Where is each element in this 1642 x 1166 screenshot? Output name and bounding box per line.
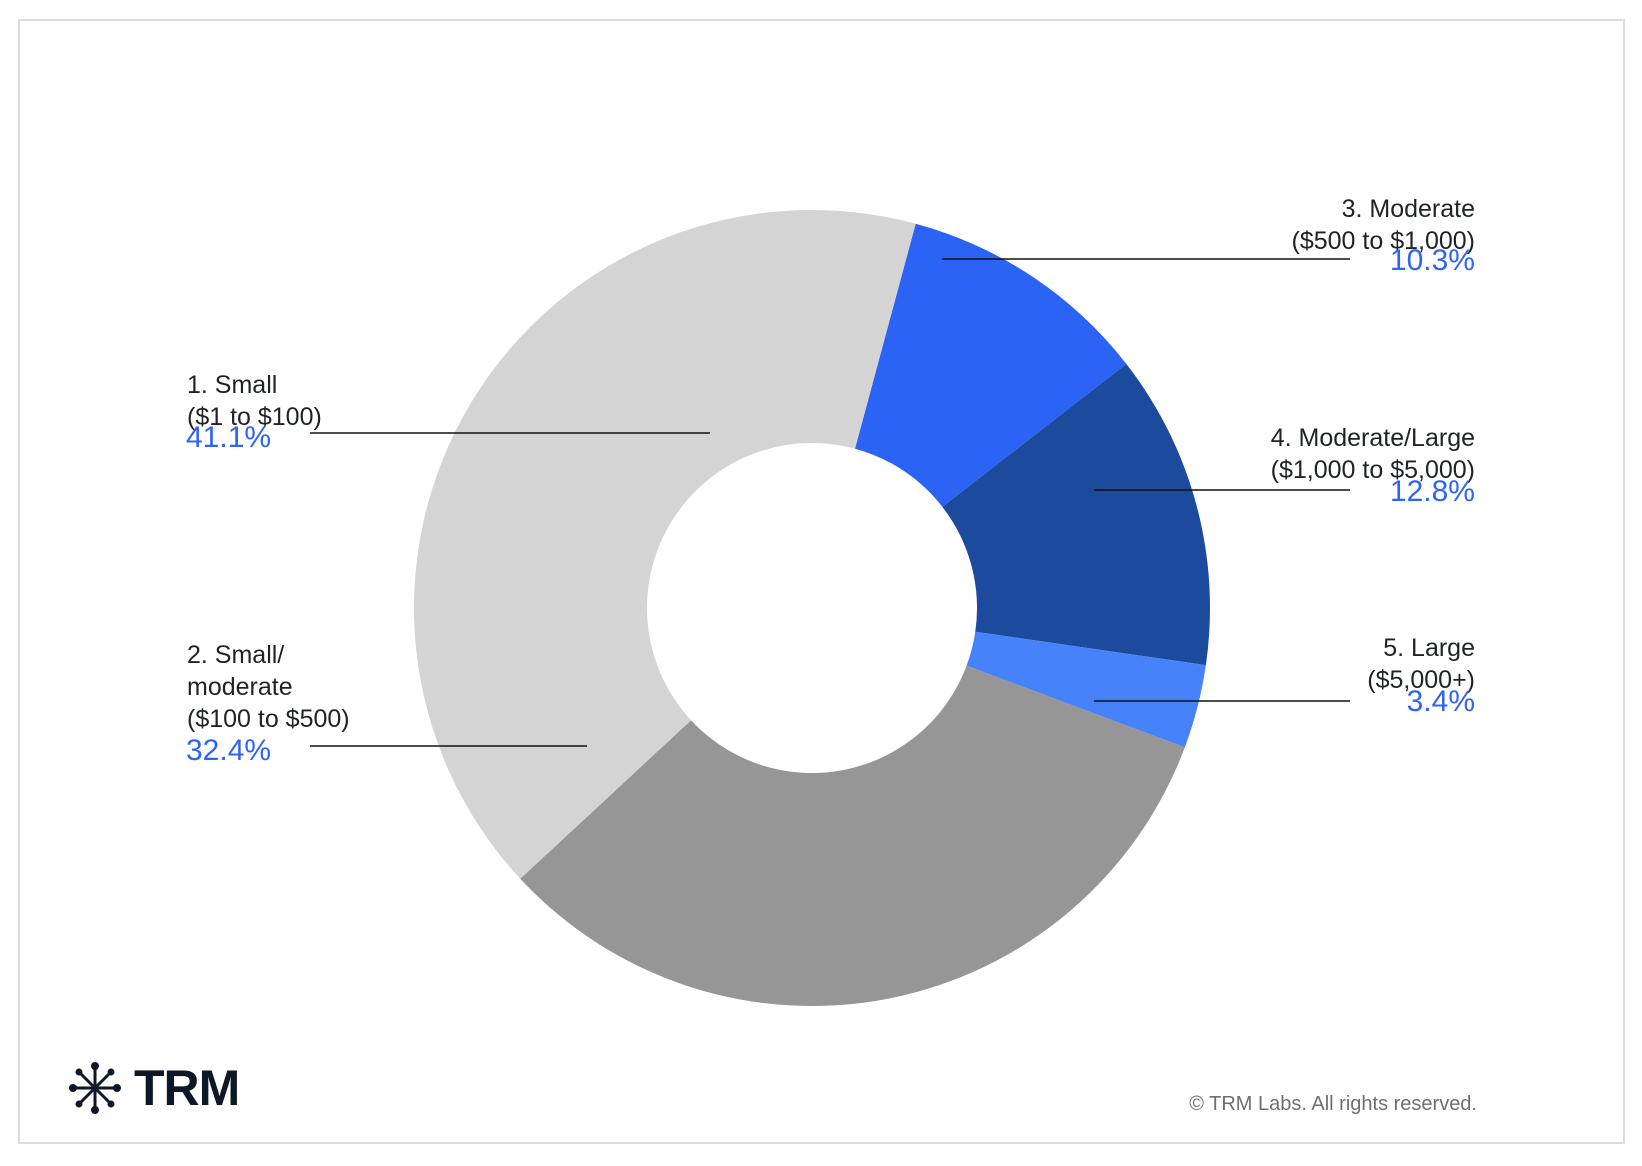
slice-value-moderate-large: 12.8% bbox=[1389, 475, 1475, 508]
network-star-icon bbox=[69, 1062, 121, 1114]
slice-small-moderate bbox=[520, 665, 1185, 1007]
slice-value-small: 41.1% bbox=[186, 421, 272, 454]
slice-label-small-moderate: 2. Small/ moderate ($100 to $500) bbox=[187, 641, 350, 733]
brand-name: TRM bbox=[134, 1060, 240, 1116]
slice-label-large: 5. Large ($5,000+) bbox=[1367, 634, 1475, 694]
slice-value-large: 3.4% bbox=[1406, 685, 1475, 718]
copyright-text: © TRM Labs. All rights reserved. bbox=[1189, 1093, 1477, 1115]
slice-value-small-moderate: 32.4% bbox=[186, 734, 272, 767]
slice-label-small: 1. Small ($1 to $100) bbox=[187, 371, 322, 431]
slice-moderate bbox=[854, 223, 1127, 507]
slice-label-moderate: 3. Moderate ($500 to $1,000) bbox=[1291, 195, 1475, 255]
slice-label-moderate-large: 4. Moderate/Large ($1,000 to $5,000) bbox=[1270, 424, 1475, 484]
slice-value-moderate: 10.3% bbox=[1389, 244, 1475, 277]
trm-logo: TRM bbox=[66, 1058, 240, 1118]
slice-small bbox=[413, 209, 916, 879]
slice-moderate-large bbox=[942, 363, 1210, 666]
slice-large bbox=[966, 631, 1206, 748]
